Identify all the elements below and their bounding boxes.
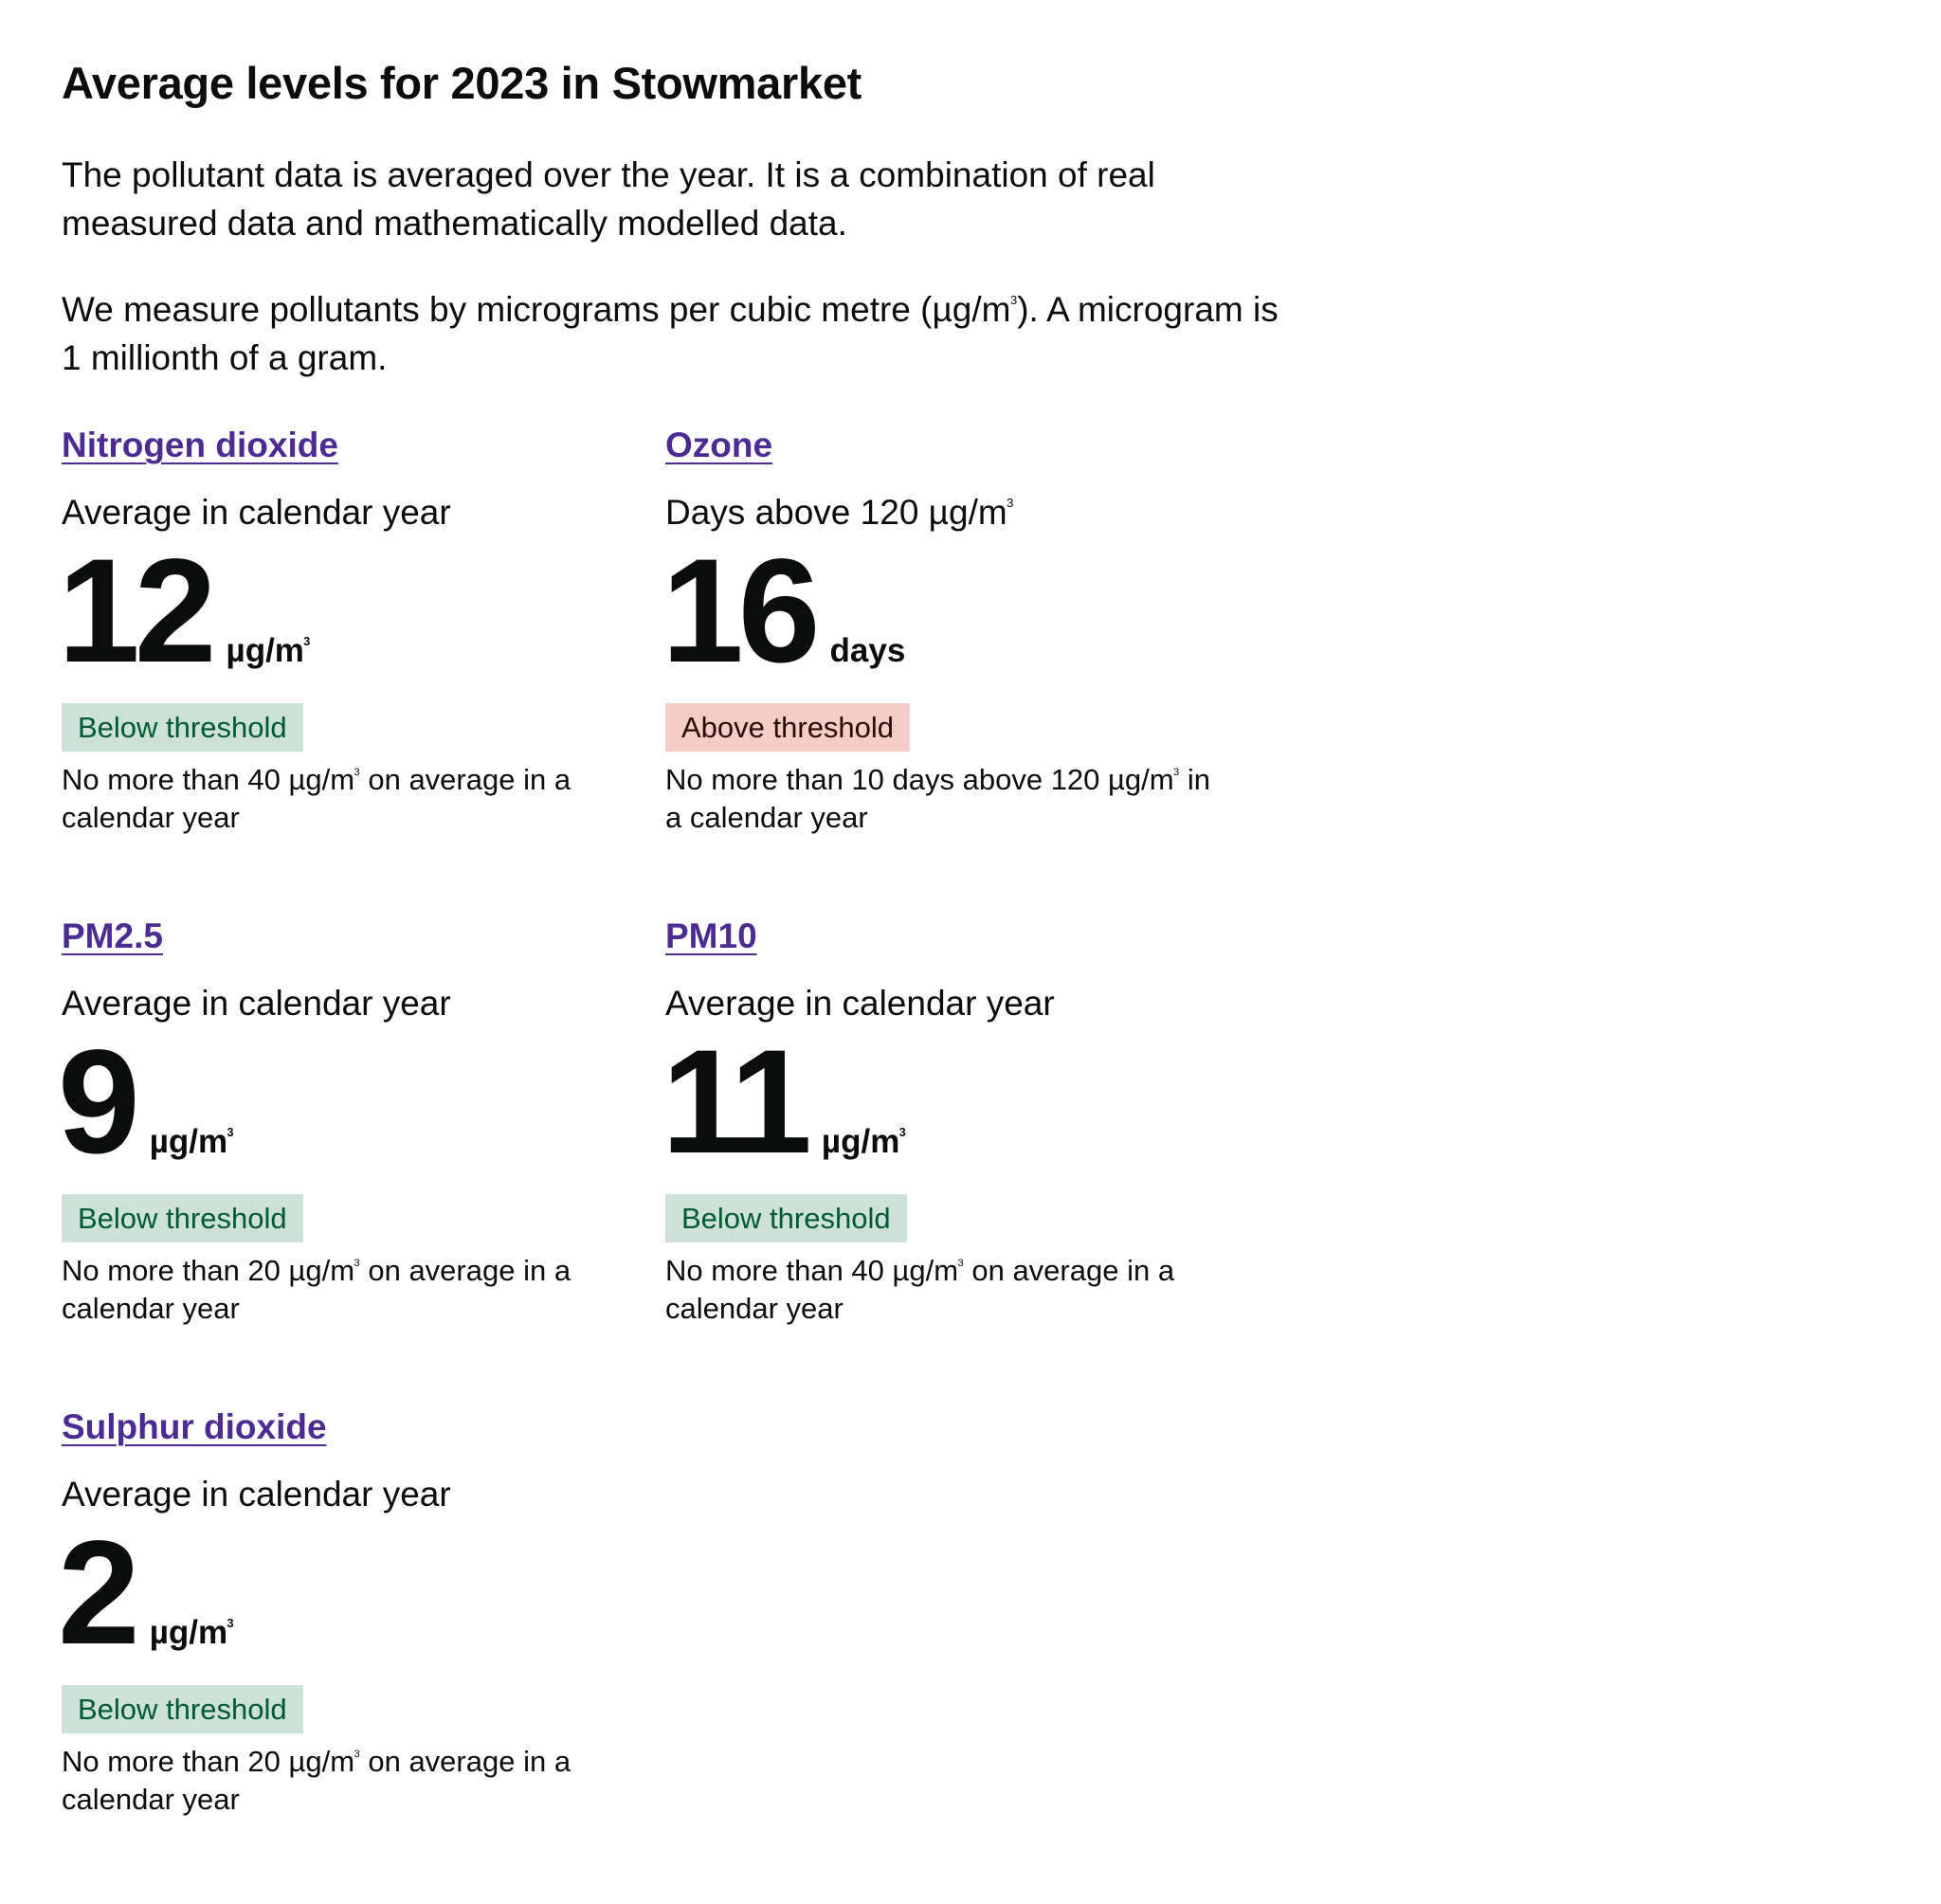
pollutant-value: 9 <box>58 1020 140 1185</box>
cubic-superscript: 3 <box>227 1617 234 1630</box>
unit-text: days <box>829 632 906 669</box>
threshold-description: No more than 20 µg/m3 on average in a ca… <box>62 1743 630 1819</box>
measure-label: Average in calendar year <box>62 1471 451 1518</box>
measurement-figure: 2 µg/m3 <box>58 1511 234 1676</box>
cubic-superscript: 3 <box>1009 293 1018 308</box>
cubic-superscript: 3 <box>354 1257 360 1269</box>
measure-label-text: Average in calendar year <box>665 984 1055 1023</box>
pollutant-link-nitrogen-dioxide[interactable]: Nitrogen dioxide <box>62 426 338 464</box>
pollutant-link-ozone[interactable]: Ozone <box>665 426 773 464</box>
intro-paragraph: The pollutant data is averaged over the … <box>62 155 1155 243</box>
measurement-figure: 11 µg/m3 <box>662 1020 906 1185</box>
cubic-superscript: 3 <box>354 766 360 778</box>
measurement-figure: 16 days <box>662 529 906 694</box>
threshold-text: No more than 20 µg/m <box>62 1745 355 1778</box>
threshold-text-end: on average in a calendar year <box>62 1254 571 1325</box>
threshold-text: No more than 20 µg/m <box>62 1254 355 1287</box>
status-tag: Below threshold <box>62 1194 303 1242</box>
status-tag: Below threshold <box>62 703 303 752</box>
page-title: Average levels for 2023 in Stowmarket <box>62 58 862 108</box>
measure-label-text: Days above 120 µg/m <box>665 493 1007 532</box>
pollutant-unit: µg/m3 <box>822 1119 906 1165</box>
pollutant-link-pm2-5[interactable]: PM2.5 <box>62 916 163 955</box>
measurement-figure: 9 µg/m3 <box>58 1020 234 1185</box>
cubic-superscript: 3 <box>898 1126 906 1139</box>
cubic-superscript: 3 <box>1173 766 1180 778</box>
unit-text: µg/m <box>149 1123 228 1160</box>
threshold-description: No more than 40 µg/m3 on average in a ca… <box>62 761 630 837</box>
pollutant-value: 16 <box>662 529 821 694</box>
status-tag: Above threshold <box>665 703 911 752</box>
measurement-figure: 12 µg/m3 <box>58 529 311 694</box>
measure-label-text: Average in calendar year <box>62 1475 451 1514</box>
threshold-text-end: on average in a calendar year <box>62 1745 571 1816</box>
pollutant-link-pm10[interactable]: PM10 <box>665 916 757 955</box>
threshold-description: No more than 40 µg/m3 on average in a ca… <box>665 1252 1234 1328</box>
measure-label: Average in calendar year <box>62 980 451 1027</box>
pollutant-unit: µg/m3 <box>227 628 311 674</box>
pollutant-unit: days <box>829 628 906 674</box>
pollutant-unit: µg/m3 <box>150 1119 234 1165</box>
cubic-superscript: 3 <box>303 635 311 648</box>
cubic-superscript: 3 <box>227 1126 234 1139</box>
units-paragraph: We measure pollutants by micrograms per … <box>62 285 1284 382</box>
threshold-text: No more than 40 µg/m <box>665 1254 959 1287</box>
threshold-text-end: on average in a calendar year <box>62 763 571 834</box>
cubic-superscript: 3 <box>957 1257 964 1269</box>
measure-label: Days above 120 µg/m3 <box>665 489 1013 536</box>
pollutant-value: 12 <box>58 529 217 694</box>
status-tag: Below threshold <box>62 1685 303 1733</box>
threshold-text: No more than 40 µg/m <box>62 763 355 796</box>
threshold-text: No more than 10 days above 120 µg/m <box>665 763 1174 796</box>
measure-label: Average in calendar year <box>665 980 1055 1027</box>
cubic-superscript: 3 <box>1007 496 1014 511</box>
unit-text: µg/m <box>821 1123 900 1160</box>
cubic-superscript: 3 <box>354 1748 360 1760</box>
threshold-text-end: on average in a calendar year <box>665 1254 1175 1325</box>
unit-text: µg/m <box>149 1614 228 1651</box>
measure-label-text: Average in calendar year <box>62 984 451 1023</box>
units-paragraph-text: We measure pollutants by micrograms per … <box>62 290 1011 329</box>
threshold-text-end: in a calendar year <box>665 763 1210 834</box>
measure-label-text: Average in calendar year <box>62 493 451 532</box>
measure-label: Average in calendar year <box>62 489 451 536</box>
pollutant-link-sulphur-dioxide[interactable]: Sulphur dioxide <box>62 1407 327 1446</box>
pollutant-unit: µg/m3 <box>150 1610 234 1656</box>
status-tag: Below threshold <box>665 1194 907 1242</box>
threshold-description: No more than 20 µg/m3 on average in a ca… <box>62 1252 630 1328</box>
unit-text: µg/m <box>226 632 304 669</box>
threshold-description: No more than 10 days above 120 µg/m3 in … <box>665 761 1234 837</box>
pollutant-value: 11 <box>662 1020 812 1185</box>
pollutant-value: 2 <box>58 1511 140 1676</box>
units-paragraph-text-end: ). A microgram is 1 millionth of a gram. <box>62 290 1279 377</box>
